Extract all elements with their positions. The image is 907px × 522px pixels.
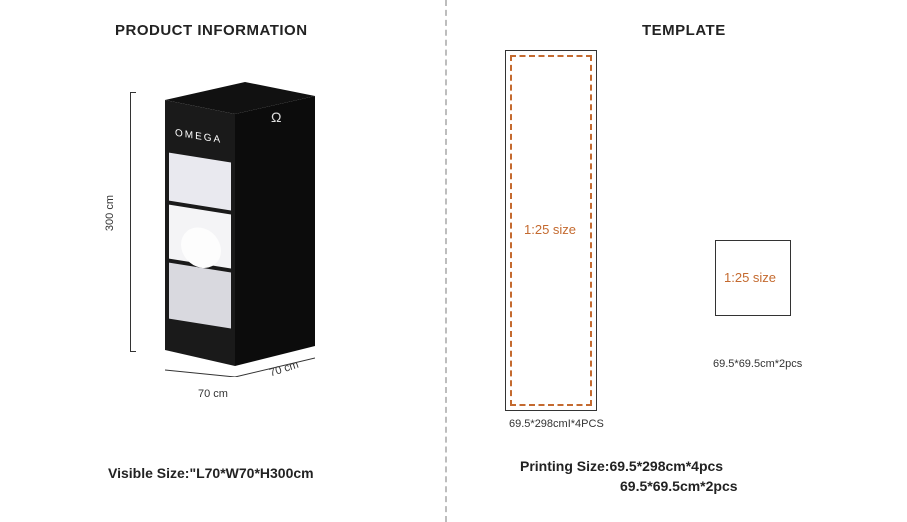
pillar-svg: OMEGA Ω <box>165 82 315 377</box>
left-heading: PRODUCT INFORMATION <box>115 22 308 39</box>
visible-size: Visible Size:"L70*W70*H300cm <box>108 465 314 481</box>
printing-size-1: Printing Size:69.5*298cm*4pcs <box>520 458 723 474</box>
square-ratio: 1:25 size <box>724 270 776 285</box>
right-heading: TEMPLATE <box>642 22 726 39</box>
height-brace <box>130 92 137 352</box>
printing-size-2: 69.5*69.5cm*2pcs <box>620 478 738 494</box>
product-isometric: OMEGA Ω <box>165 82 315 377</box>
column-divider <box>445 0 447 522</box>
svg-text:Ω: Ω <box>271 109 283 125</box>
spec-sheet: PRODUCT INFORMATION TEMPLATE OMEGA Ω 300 <box>0 0 907 522</box>
height-label: 300 cm <box>104 195 116 231</box>
square-caption: 69.5*69.5cm*2pcs <box>713 358 802 370</box>
tall-caption: 69.5*298cmI*4PCS <box>509 418 604 430</box>
tall-ratio: 1:25 size <box>524 222 576 237</box>
width-label: 70 cm <box>198 388 228 400</box>
